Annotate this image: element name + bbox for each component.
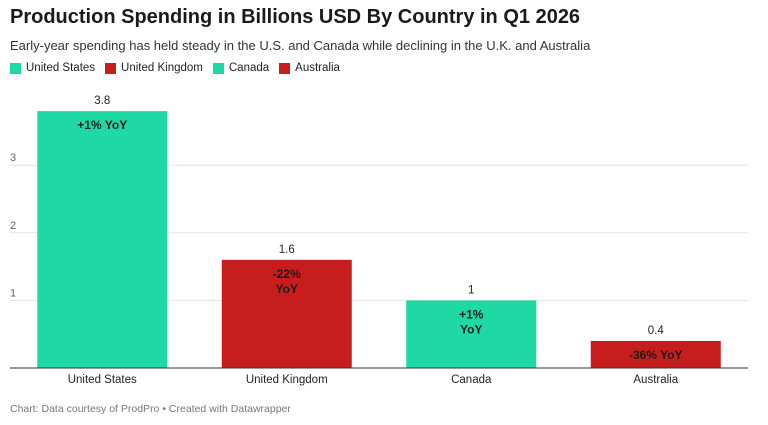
value-label: 3.8 (94, 95, 110, 107)
value-label: 1.6 (279, 244, 295, 256)
legend-swatch (105, 62, 117, 74)
bar-annotation: +1% YoY (77, 118, 127, 132)
legend-item-united-states: United States (10, 62, 95, 74)
bar-annotation: YoY (276, 282, 298, 296)
chart-subtitle: Early-year spending has held steady in t… (10, 38, 591, 53)
value-label: 0.4 (648, 325, 665, 337)
chart-footer: Chart: Data courtesy of ProdPro • Create… (10, 403, 291, 415)
legend: United States United Kingdom Canada Aust… (10, 62, 340, 74)
x-tick-label: Australia (633, 374, 678, 386)
legend-label: Canada (228, 62, 270, 74)
bar (590, 340, 721, 368)
bar (221, 259, 352, 368)
x-tick-label: Canada (451, 374, 492, 386)
legend-swatch (212, 62, 224, 74)
bar-annotation: +1% (459, 307, 484, 321)
legend-swatch (279, 62, 291, 74)
bar-annotation: -36% YoY (629, 348, 683, 362)
chart-title: Production Spending in Billions USD By C… (10, 6, 581, 28)
legend-item-canada: Canada (212, 62, 270, 74)
x-tick-label: United States (68, 374, 137, 386)
legend-label: United States (26, 62, 96, 74)
bar (406, 300, 537, 368)
bar-annotation: -22% (273, 267, 301, 281)
bar (37, 111, 168, 369)
legend-item-united-kingdom: United Kingdom (105, 62, 203, 74)
legend-swatch (10, 62, 21, 74)
value-label: 1 (468, 284, 474, 296)
legend-label: Australia (295, 62, 340, 74)
y-tick-label: 1 (10, 287, 16, 299)
legend-item-australia: Australia (279, 62, 340, 74)
bar-annotation: YoY (460, 322, 482, 336)
legend-label: United Kingdom (121, 62, 203, 74)
x-tick-label: United Kingdom (246, 374, 328, 386)
y-tick-label: 3 (10, 152, 16, 164)
y-tick-label: 2 (10, 220, 16, 232)
